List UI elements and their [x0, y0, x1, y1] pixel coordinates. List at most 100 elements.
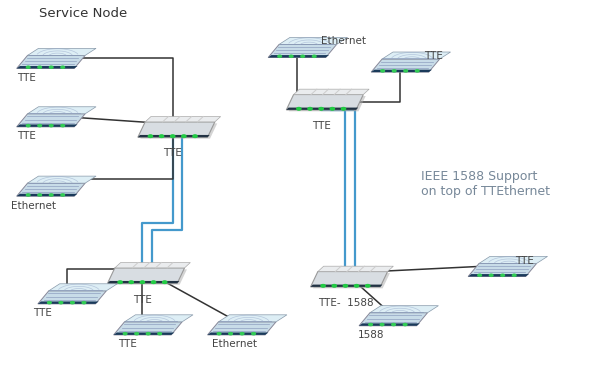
- Circle shape: [313, 55, 316, 57]
- Polygon shape: [287, 95, 364, 110]
- Circle shape: [182, 135, 186, 138]
- Circle shape: [343, 285, 347, 287]
- Circle shape: [478, 274, 481, 276]
- Polygon shape: [359, 323, 420, 326]
- Circle shape: [140, 281, 145, 284]
- Circle shape: [252, 333, 256, 335]
- Polygon shape: [115, 262, 190, 268]
- Circle shape: [38, 124, 41, 127]
- Polygon shape: [28, 49, 96, 55]
- Polygon shape: [468, 274, 529, 277]
- Polygon shape: [138, 122, 215, 137]
- Polygon shape: [219, 315, 287, 322]
- Circle shape: [321, 285, 325, 287]
- Circle shape: [147, 333, 150, 335]
- Polygon shape: [289, 96, 366, 111]
- Text: TTE: TTE: [118, 339, 137, 349]
- Text: TTE: TTE: [133, 295, 152, 304]
- Polygon shape: [48, 284, 118, 291]
- Circle shape: [490, 274, 493, 276]
- Polygon shape: [371, 59, 440, 72]
- Circle shape: [158, 333, 161, 335]
- Polygon shape: [108, 268, 184, 283]
- Polygon shape: [17, 194, 78, 196]
- Text: Ethernet: Ethernet: [11, 201, 56, 211]
- Circle shape: [82, 301, 86, 304]
- Circle shape: [61, 194, 64, 196]
- Circle shape: [416, 70, 419, 72]
- Circle shape: [404, 323, 407, 326]
- Text: IEEE 1588 Support
on top of TTEthernet: IEEE 1588 Support on top of TTEthernet: [421, 170, 550, 198]
- Circle shape: [308, 108, 312, 110]
- Circle shape: [152, 281, 156, 284]
- Polygon shape: [268, 45, 337, 57]
- Circle shape: [512, 274, 516, 276]
- Circle shape: [70, 301, 75, 304]
- Circle shape: [332, 285, 336, 287]
- Circle shape: [355, 285, 359, 287]
- Polygon shape: [17, 114, 85, 127]
- Polygon shape: [382, 52, 451, 59]
- Circle shape: [341, 108, 345, 110]
- Circle shape: [49, 194, 53, 196]
- Polygon shape: [268, 55, 329, 57]
- Circle shape: [365, 285, 370, 287]
- Polygon shape: [28, 107, 96, 114]
- Circle shape: [27, 66, 30, 68]
- Text: TTE: TTE: [311, 121, 331, 131]
- Polygon shape: [310, 272, 388, 287]
- Circle shape: [135, 333, 138, 335]
- Circle shape: [278, 55, 282, 57]
- Circle shape: [38, 66, 41, 68]
- Polygon shape: [108, 281, 179, 283]
- Polygon shape: [138, 135, 210, 137]
- Circle shape: [159, 135, 164, 138]
- Text: TTE: TTE: [163, 148, 182, 158]
- Circle shape: [38, 194, 41, 196]
- Polygon shape: [114, 333, 175, 335]
- Polygon shape: [287, 108, 358, 110]
- Circle shape: [240, 333, 244, 335]
- Circle shape: [129, 281, 133, 284]
- Circle shape: [319, 108, 324, 110]
- Circle shape: [59, 301, 63, 304]
- Circle shape: [118, 281, 122, 284]
- Polygon shape: [370, 306, 439, 313]
- Circle shape: [381, 70, 385, 72]
- Circle shape: [171, 135, 175, 138]
- Polygon shape: [207, 333, 268, 335]
- Circle shape: [124, 333, 127, 335]
- Polygon shape: [17, 183, 85, 196]
- Polygon shape: [479, 256, 548, 264]
- Polygon shape: [140, 123, 217, 139]
- Circle shape: [391, 323, 395, 326]
- Circle shape: [61, 124, 64, 127]
- Circle shape: [27, 194, 30, 196]
- Text: TTE: TTE: [424, 51, 443, 61]
- Polygon shape: [38, 291, 107, 304]
- Polygon shape: [110, 269, 187, 285]
- Circle shape: [381, 323, 384, 326]
- Circle shape: [47, 301, 51, 304]
- Text: Ethernet: Ethernet: [212, 339, 257, 349]
- Polygon shape: [17, 55, 85, 69]
- Circle shape: [368, 323, 372, 326]
- Circle shape: [49, 66, 53, 68]
- Circle shape: [290, 55, 293, 57]
- Circle shape: [297, 108, 301, 110]
- Circle shape: [162, 281, 167, 284]
- Polygon shape: [145, 116, 221, 122]
- Polygon shape: [114, 322, 182, 335]
- Text: Ethernet: Ethernet: [321, 36, 366, 46]
- Polygon shape: [17, 66, 78, 69]
- Text: TTE: TTE: [17, 73, 36, 83]
- Circle shape: [404, 70, 407, 72]
- Polygon shape: [207, 322, 276, 335]
- Text: TTE-  1588: TTE- 1588: [318, 298, 373, 308]
- Polygon shape: [468, 264, 537, 277]
- Circle shape: [217, 333, 221, 335]
- Circle shape: [301, 55, 304, 57]
- Text: Service Node: Service Node: [39, 7, 128, 20]
- Polygon shape: [310, 285, 382, 287]
- Circle shape: [49, 124, 53, 127]
